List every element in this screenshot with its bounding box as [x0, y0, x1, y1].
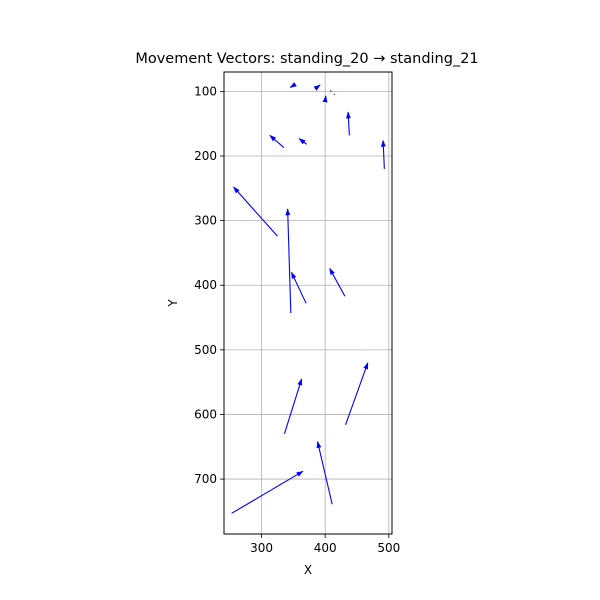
y-tick-label: 100 — [194, 84, 217, 98]
movement-vector — [283, 378, 303, 435]
x-tick-label: 400 — [314, 541, 337, 555]
y-axis-ticks: 100 200 300 400 500 600 700 — [194, 84, 224, 486]
y-tick-label: 700 — [194, 472, 217, 486]
movement-vector — [285, 208, 292, 314]
x-axis-ticks: 300 400 500 — [250, 534, 400, 555]
movement-vector — [290, 271, 307, 304]
y-tick-label: 400 — [194, 278, 217, 292]
grid-lines — [224, 72, 392, 534]
movement-vector — [298, 138, 308, 145]
movement-vector — [330, 90, 332, 92]
y-tick-label: 200 — [194, 149, 217, 163]
movement-vector — [345, 362, 369, 425]
movement-vector — [345, 111, 351, 136]
y-tick-label: 500 — [194, 343, 217, 357]
x-axis-label: X — [304, 563, 312, 577]
plot-frame — [223, 71, 393, 535]
movement-vector — [380, 139, 386, 169]
movement-vector — [233, 186, 278, 237]
y-tick-label: 600 — [194, 407, 217, 421]
vector-arrows — [231, 82, 386, 514]
movement-vector — [231, 470, 304, 514]
y-tick-label: 300 — [194, 214, 217, 228]
x-tick-label: 500 — [377, 541, 400, 555]
chart-title: Movement Vectors: standing_20 → standing… — [135, 51, 478, 67]
movement-vector — [313, 84, 321, 91]
movement-vector — [289, 82, 297, 88]
movement-vector — [322, 95, 328, 103]
movement-vector — [269, 134, 285, 149]
y-axis-label: Y — [166, 299, 180, 308]
movement-vector — [329, 267, 346, 297]
movement-vector — [316, 440, 333, 505]
x-tick-label: 300 — [250, 541, 273, 555]
movement-vector — [333, 93, 336, 96]
